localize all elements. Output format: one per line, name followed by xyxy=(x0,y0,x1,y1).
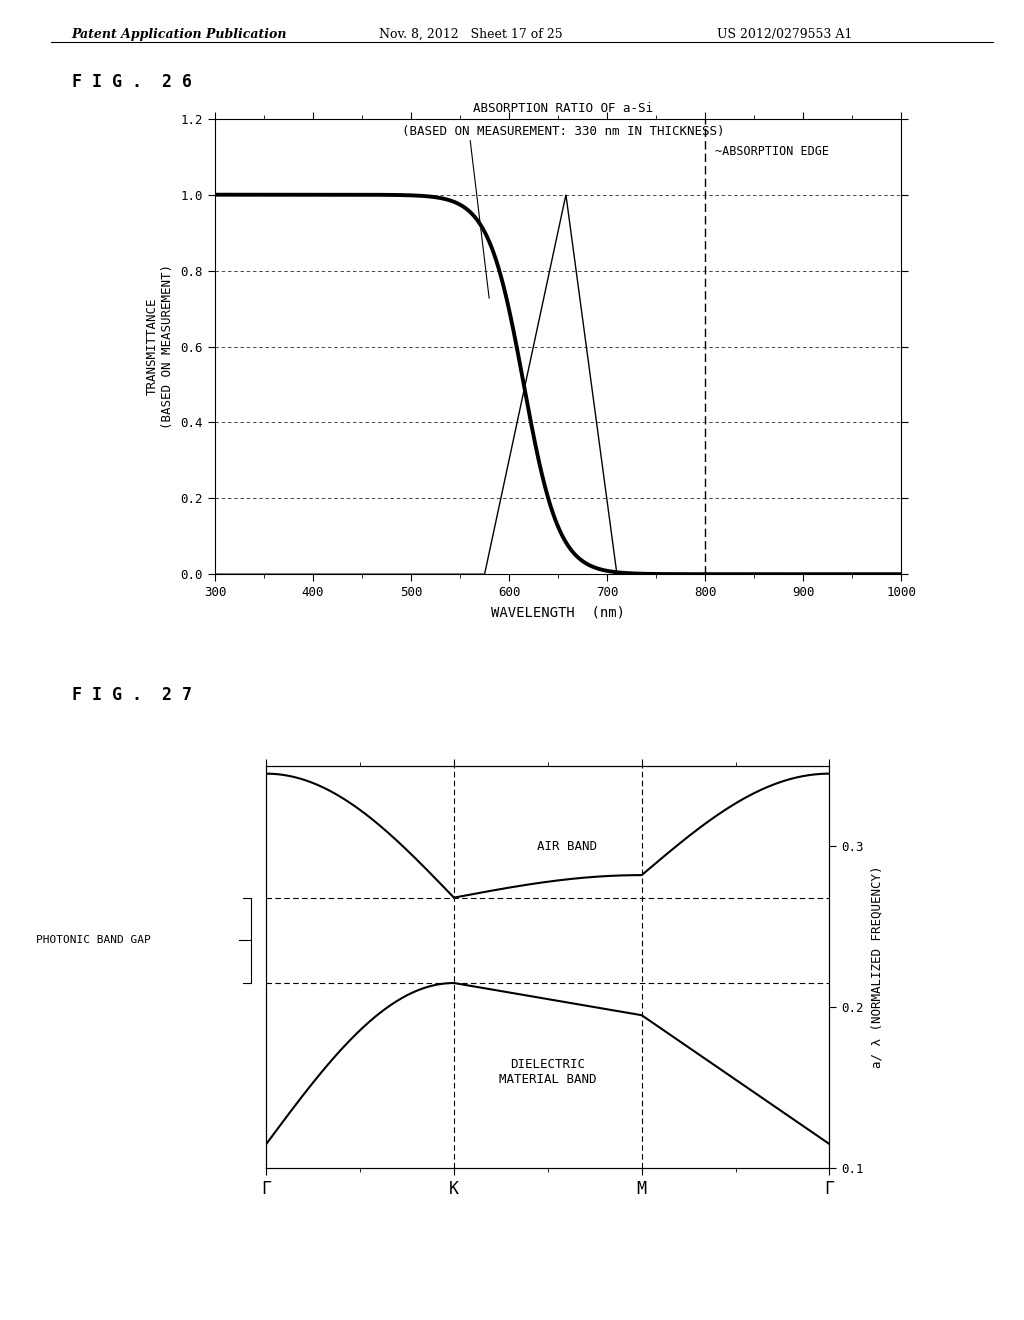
Y-axis label: a/ λ (NORMALIZED FREQUENCY): a/ λ (NORMALIZED FREQUENCY) xyxy=(870,866,884,1068)
Y-axis label: TRANSMITTANCE
(BASED ON MEASUREMENT): TRANSMITTANCE (BASED ON MEASUREMENT) xyxy=(145,264,174,429)
Text: F I G .  2 7: F I G . 2 7 xyxy=(72,686,191,705)
X-axis label: WAVELENGTH  (nm): WAVELENGTH (nm) xyxy=(492,606,625,620)
Text: AIR BAND: AIR BAND xyxy=(537,840,597,853)
Text: DIELECTRIC
MATERIAL BAND: DIELECTRIC MATERIAL BAND xyxy=(499,1057,597,1085)
Text: ABSORPTION RATIO OF a-Si: ABSORPTION RATIO OF a-Si xyxy=(473,102,653,115)
Text: Patent Application Publication: Patent Application Publication xyxy=(72,28,287,41)
Text: F I G .  2 6: F I G . 2 6 xyxy=(72,73,191,91)
Text: PHOTONIC BAND GAP: PHOTONIC BAND GAP xyxy=(36,936,151,945)
Text: Nov. 8, 2012   Sheet 17 of 25: Nov. 8, 2012 Sheet 17 of 25 xyxy=(379,28,562,41)
Text: (BASED ON MEASUREMENT: 330 nm IN THICKNESS): (BASED ON MEASUREMENT: 330 nm IN THICKNE… xyxy=(402,125,724,139)
Text: US 2012/0279553 A1: US 2012/0279553 A1 xyxy=(717,28,852,41)
Text: ~ABSORPTION EDGE: ~ABSORPTION EDGE xyxy=(715,145,828,158)
